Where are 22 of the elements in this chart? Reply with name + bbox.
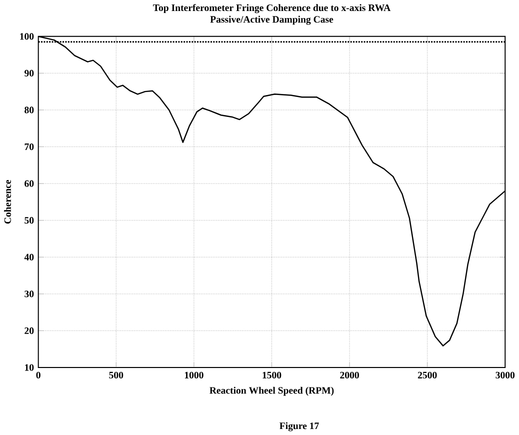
y-tick-label: 100 <box>20 32 34 40</box>
y-tick-label: 50 <box>24 216 34 224</box>
x-tick-label: 1000 <box>184 372 204 378</box>
y-axis-title: Coherence <box>4 180 11 224</box>
x-tick-label: 0 <box>36 372 40 378</box>
caption: Figure 17 <box>280 422 319 432</box>
y-tick-label: 10 <box>25 364 34 371</box>
x-tick-label: 2500 <box>418 372 437 378</box>
y-tick-label: 30 <box>24 290 34 298</box>
chart-subtitle: Passive/Active Damping Case <box>210 16 334 25</box>
x-tick-label: 2000 <box>340 372 359 378</box>
y-tick-label: 90 <box>24 70 34 76</box>
y-tick-label: 80 <box>24 106 34 114</box>
y-tick-label: 70 <box>24 143 34 150</box>
x-axis-title: Reaction Wheel Speed (RPM) <box>210 386 334 396</box>
x-tick-label: 500 <box>109 372 124 378</box>
y-tick-label: 20 <box>24 327 34 334</box>
chart-title: Top Interferometer Fringe Coherence due to x-axis RWA <box>153 4 391 13</box>
x-tick-label: 1500 <box>262 372 282 378</box>
x-tick-label: 3000 <box>496 372 515 378</box>
y-tick-label: 40 <box>24 254 34 260</box>
y-tick-label: 60 <box>24 180 34 187</box>
